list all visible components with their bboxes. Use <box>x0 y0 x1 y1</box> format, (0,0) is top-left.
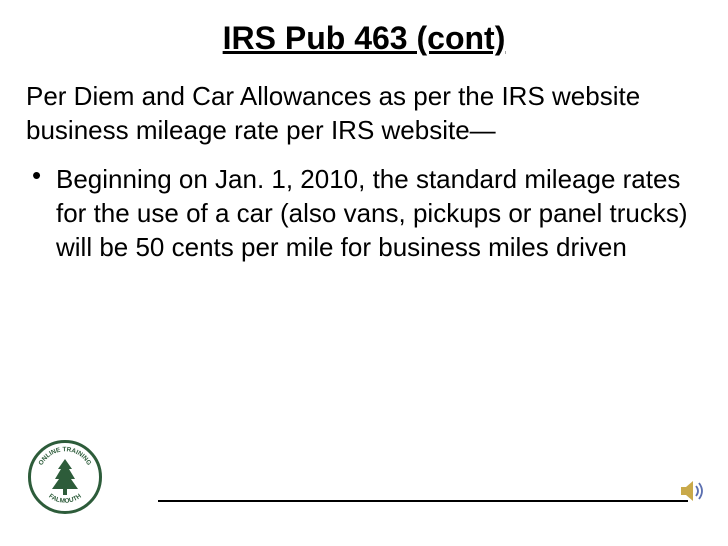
footer-divider <box>158 500 688 502</box>
slide-footer: ONLINE TRAINING FALMOUTH <box>0 434 728 514</box>
speaker-wave-2 <box>699 483 702 499</box>
logo-badge: ONLINE TRAINING FALMOUTH <box>28 440 102 514</box>
logo-text-bottom: FALMOUTH <box>47 493 83 505</box>
speaker-body <box>681 481 693 501</box>
slide-title: IRS Pub 463 (cont) <box>26 20 702 57</box>
speaker-wave-1 <box>696 486 698 496</box>
logo-ring-text: ONLINE TRAINING FALMOUTH <box>31 443 99 511</box>
bullet-item: Beginning on Jan. 1, 2010, the standard … <box>26 162 702 265</box>
speaker-icon[interactable] <box>680 480 706 502</box>
slide: IRS Pub 463 (cont) Per Diem and Car Allo… <box>0 0 728 546</box>
logo-ring: ONLINE TRAINING FALMOUTH <box>28 440 102 514</box>
intro-paragraph: Per Diem and Car Allowances as per the I… <box>26 79 702 148</box>
logo-text-top: ONLINE TRAINING <box>38 446 93 466</box>
bullet-list: Beginning on Jan. 1, 2010, the standard … <box>26 162 702 265</box>
